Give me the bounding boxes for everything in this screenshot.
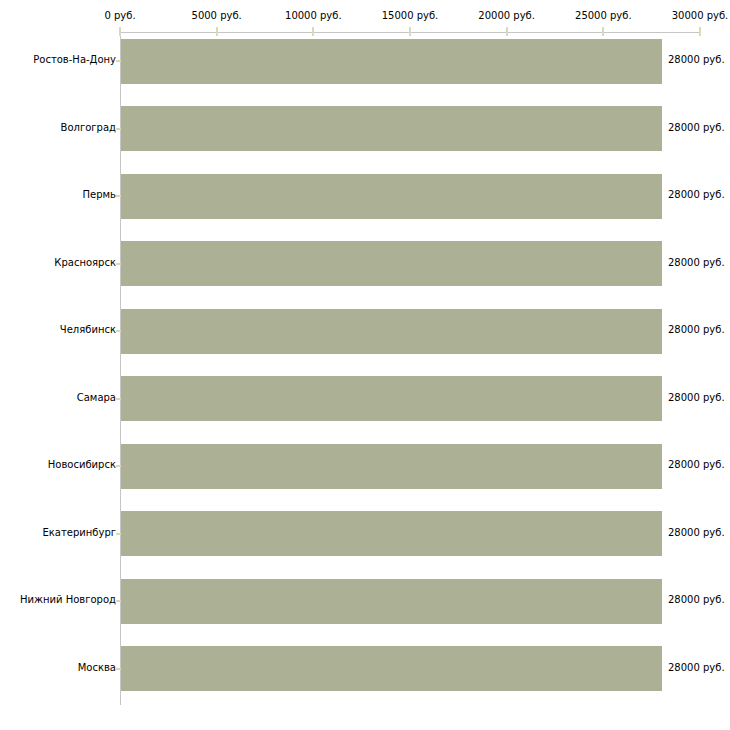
- value-label: 28000 руб.: [668, 122, 725, 133]
- salary-bar-chart: 0 руб.5000 руб.10000 руб.15000 руб.20000…: [0, 0, 730, 730]
- x-axis-tick-label: 10000 руб.: [258, 10, 368, 21]
- x-axis-tick-mark: [216, 27, 218, 36]
- bar-segment[interactable]: [121, 646, 662, 691]
- category-label: Пермь: [0, 189, 116, 200]
- category-label: Новосибирск: [0, 459, 116, 470]
- x-axis-tick-label: 0 руб.: [65, 10, 175, 21]
- bar-segment[interactable]: [121, 241, 662, 286]
- bar-segment[interactable]: [121, 174, 662, 219]
- value-label: 28000 руб.: [668, 527, 725, 538]
- value-label: 28000 руб.: [668, 459, 725, 470]
- value-label: 28000 руб.: [668, 662, 725, 673]
- category-label: Челябинск: [0, 324, 116, 335]
- bar-segment[interactable]: [121, 579, 662, 624]
- x-axis-tick-mark: [119, 27, 121, 36]
- bar-segment[interactable]: [121, 106, 662, 151]
- x-axis-tick-label: 20000 руб.: [452, 10, 562, 21]
- bar-segment[interactable]: [121, 511, 662, 556]
- bar-segment[interactable]: [121, 444, 662, 489]
- category-label: Ростов-На-Дону: [0, 54, 116, 65]
- x-axis-tick-mark: [506, 27, 508, 36]
- value-label: 28000 руб.: [668, 189, 725, 200]
- bar-segment[interactable]: [121, 39, 662, 84]
- bar-segment[interactable]: [121, 309, 662, 354]
- value-label: 28000 руб.: [668, 594, 725, 605]
- x-axis-tick-mark: [699, 27, 701, 36]
- category-label: Самара: [0, 392, 116, 403]
- x-axis-tick-mark: [312, 27, 314, 36]
- value-label: 28000 руб.: [668, 257, 725, 268]
- x-axis-tick-mark: [602, 27, 604, 36]
- x-axis-tick-label: 30000 руб.: [645, 10, 730, 21]
- x-axis-tick-label: 5000 руб.: [162, 10, 272, 21]
- x-axis-tick-label: 15000 руб.: [355, 10, 465, 21]
- category-label: Волгоград: [0, 122, 116, 133]
- value-label: 28000 руб.: [668, 324, 725, 335]
- value-label: 28000 руб.: [668, 392, 725, 403]
- category-label: Екатеринбург: [0, 527, 116, 538]
- x-axis-tick-label: 25000 руб.: [548, 10, 658, 21]
- category-label: Нижний Новгород: [0, 594, 116, 605]
- category-label: Москва: [0, 662, 116, 673]
- value-label: 28000 руб.: [668, 54, 725, 65]
- x-axis-tick-mark: [409, 27, 411, 36]
- category-label: Красноярск: [0, 257, 116, 268]
- bar-segment[interactable]: [121, 376, 662, 421]
